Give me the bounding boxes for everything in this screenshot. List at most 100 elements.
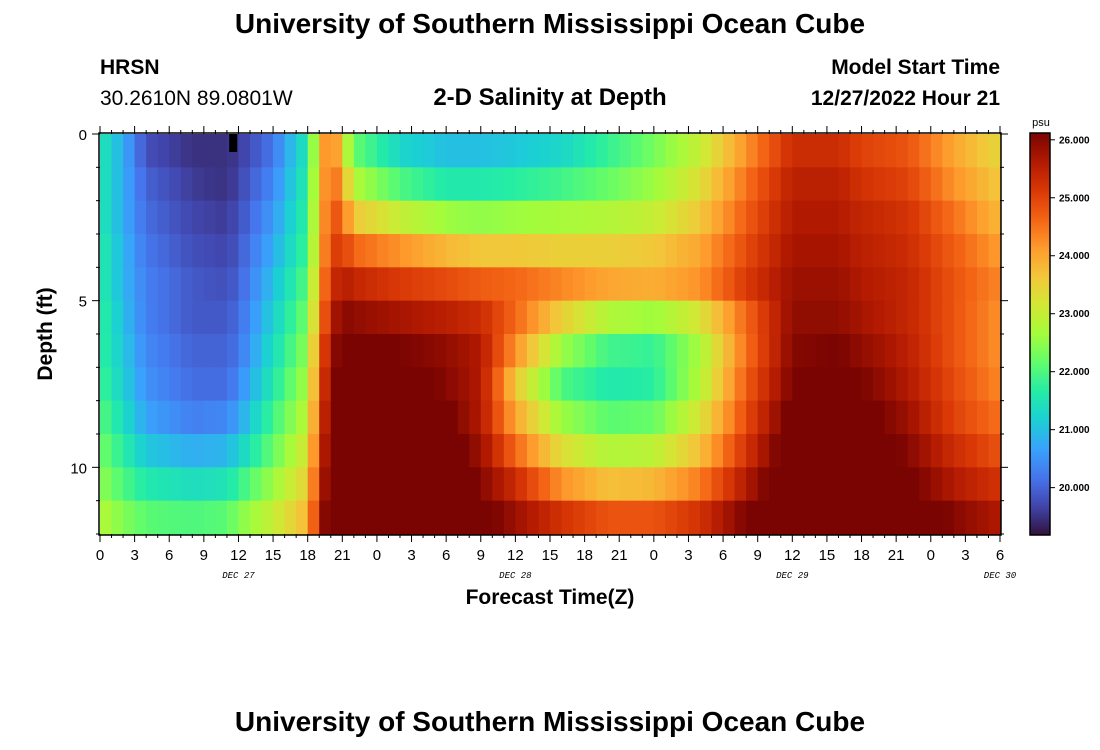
heatmap-cell <box>376 434 390 468</box>
heatmap-cell <box>619 334 632 368</box>
heatmap-cell <box>169 500 182 535</box>
heatmap-cell <box>561 334 574 368</box>
heatmap-cell <box>480 334 493 368</box>
heatmap-cell <box>411 234 424 268</box>
heatmap-cell <box>526 234 540 268</box>
heatmap-cell <box>988 434 1001 468</box>
heatmap-cell <box>688 234 701 268</box>
heatmap-cell <box>815 467 828 502</box>
y-tick-label: 10 <box>70 460 87 477</box>
heatmap-cell <box>688 167 701 202</box>
heatmap-cell <box>503 234 516 268</box>
heatmap-cell <box>273 267 286 302</box>
heatmap-cell <box>203 167 216 202</box>
heatmap-cell <box>342 500 355 535</box>
heatmap-cell <box>353 200 366 235</box>
heatmap-cell <box>411 334 424 368</box>
heatmap-cell <box>134 467 147 502</box>
heatmap-cell <box>907 400 920 435</box>
heatmap-cell <box>550 134 563 168</box>
heatmap-cell <box>446 167 459 202</box>
heatmap-cell <box>815 267 828 302</box>
heatmap-cell <box>550 334 563 368</box>
heatmap-cell <box>907 334 920 368</box>
heatmap-cell <box>815 500 828 535</box>
heatmap-cell <box>815 167 828 202</box>
heatmap-cell <box>400 400 413 435</box>
heatmap-cell <box>642 267 655 302</box>
heatmap-cell <box>688 300 701 335</box>
heatmap-cell <box>850 134 863 168</box>
heatmap-cell <box>388 267 401 302</box>
heatmap-cell <box>976 400 990 435</box>
heatmap-cell <box>734 267 747 302</box>
x-tick-label: 21 <box>888 547 905 564</box>
heatmap-cell <box>653 400 666 435</box>
heatmap-cell <box>942 200 955 235</box>
heatmap-cell <box>873 434 886 468</box>
heatmap-cell <box>134 334 147 368</box>
heatmap-cell <box>700 400 713 435</box>
heatmap-cell <box>700 467 713 502</box>
heatmap-cell <box>526 467 540 502</box>
heatmap-cell <box>988 367 1001 402</box>
heatmap-cell <box>723 400 736 435</box>
heatmap-cell <box>896 200 909 235</box>
heatmap-cell <box>192 300 205 335</box>
heatmap-cell <box>930 134 943 168</box>
heatmap-cell <box>284 400 297 435</box>
heatmap-cell <box>238 200 251 235</box>
heatmap-cell <box>261 434 274 468</box>
heatmap-cell <box>896 234 909 268</box>
heatmap-cell <box>607 434 620 468</box>
x-tick-label: 15 <box>265 547 282 564</box>
heatmap-cell <box>273 334 286 368</box>
heatmap-cell <box>700 300 713 335</box>
heatmap-cell <box>526 267 540 302</box>
heatmap-cell <box>769 267 782 302</box>
heatmap-cell <box>988 167 1001 202</box>
heatmap-cell <box>550 400 563 435</box>
heatmap-cell <box>284 167 297 202</box>
heatmap-cell <box>238 167 251 202</box>
heatmap-cell <box>734 167 747 202</box>
heatmap-cell <box>538 367 551 402</box>
heatmap-cell <box>573 300 586 335</box>
heatmap-cell <box>988 200 1001 235</box>
heatmap-cell <box>146 167 159 202</box>
heatmap-cell <box>653 134 666 168</box>
heatmap-cell <box>388 134 401 168</box>
heatmap-cell <box>100 300 113 335</box>
heatmap-cell <box>365 200 378 235</box>
heatmap-cell <box>250 334 263 368</box>
heatmap-cell <box>123 267 136 302</box>
heatmap-cell <box>261 167 274 202</box>
heatmap-cell <box>423 367 436 402</box>
heatmap-cell <box>561 300 574 335</box>
heatmap-cell <box>584 200 597 235</box>
heatmap-cell <box>515 434 528 468</box>
heatmap-cell <box>873 234 886 268</box>
heatmap-cell <box>838 167 851 202</box>
heatmap-cell <box>838 267 851 302</box>
heatmap-cell <box>169 234 182 268</box>
heatmap-cell <box>803 334 816 368</box>
heatmap-cell <box>261 267 274 302</box>
heatmap-cell <box>561 134 574 168</box>
heatmap-cell <box>907 367 920 402</box>
heatmap-cell <box>607 234 620 268</box>
missing-data-cell <box>229 134 238 152</box>
x-tick-label: 0 <box>373 547 381 564</box>
heatmap-cell <box>838 434 851 468</box>
heatmap-cell <box>850 267 863 302</box>
heatmap-cell <box>780 400 793 435</box>
heatmap-cell <box>100 167 113 202</box>
heatmap-cell <box>296 134 309 168</box>
heatmap-cell <box>111 334 124 368</box>
heatmap-cell <box>769 300 782 335</box>
heatmap-cell <box>376 367 390 402</box>
heatmap-cell <box>434 467 447 502</box>
heatmap-cell <box>180 200 193 235</box>
heatmap-cell <box>573 467 586 502</box>
